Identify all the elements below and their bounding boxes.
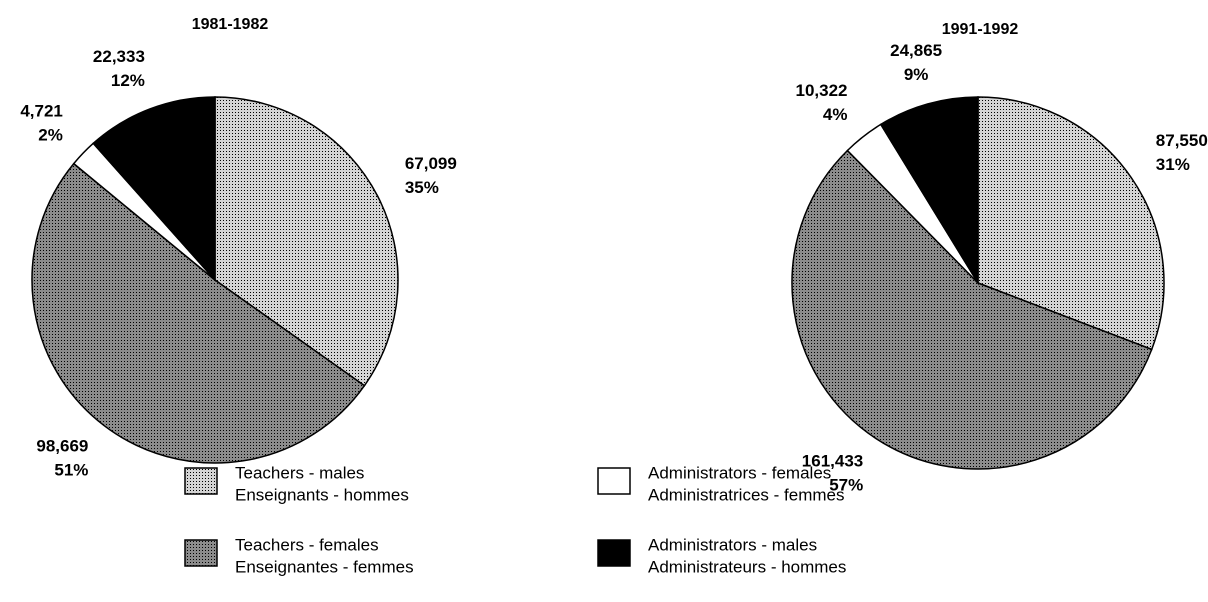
legend-swatch — [184, 467, 218, 495]
legend-label: Administrateurs - hommes — [648, 557, 846, 576]
value-label: 4,721 — [20, 101, 63, 120]
pie-slice — [977, 96, 1165, 351]
value-label: 10,322 — [796, 81, 848, 100]
percent-label: 2% — [38, 125, 63, 144]
legend-label: Enseignants - hommes — [235, 485, 409, 504]
percent-label: 9% — [904, 65, 929, 84]
percent-label: 51% — [54, 460, 88, 479]
legend-label: Enseignantes - femmes — [235, 557, 414, 576]
value-label: 161,433 — [802, 451, 863, 470]
value-label: 24,865 — [890, 41, 942, 60]
percent-label: 57% — [829, 475, 863, 494]
legend-label: Teachers - females — [235, 535, 379, 554]
percent-label: 31% — [1156, 155, 1190, 174]
pie-slice — [92, 96, 216, 282]
pie-slice — [879, 96, 979, 286]
chart-title: 1991-1992 — [942, 21, 1019, 38]
legend-swatch — [184, 539, 218, 567]
pie-slice — [31, 162, 366, 464]
value-label: 98,669 — [36, 436, 88, 455]
legend-label: Teachers - males — [235, 463, 364, 482]
legend-label: Administrators - males — [648, 535, 817, 554]
pie-slice — [214, 96, 399, 387]
percent-label: 12% — [111, 71, 145, 90]
value-label: 22,333 — [93, 47, 145, 66]
legend-swatch — [597, 539, 631, 567]
pie-slice — [791, 149, 1153, 470]
percent-label: 4% — [823, 105, 848, 124]
legend-label: Administrators - females — [648, 463, 831, 482]
chart-title: 1981-1982 — [192, 16, 269, 33]
legend-label: Administratrices - femmes — [648, 485, 844, 504]
legend-swatch — [597, 467, 631, 495]
value-label: 87,550 — [1156, 131, 1208, 150]
percent-label: 35% — [405, 178, 439, 197]
value-label: 67,099 — [405, 154, 457, 173]
